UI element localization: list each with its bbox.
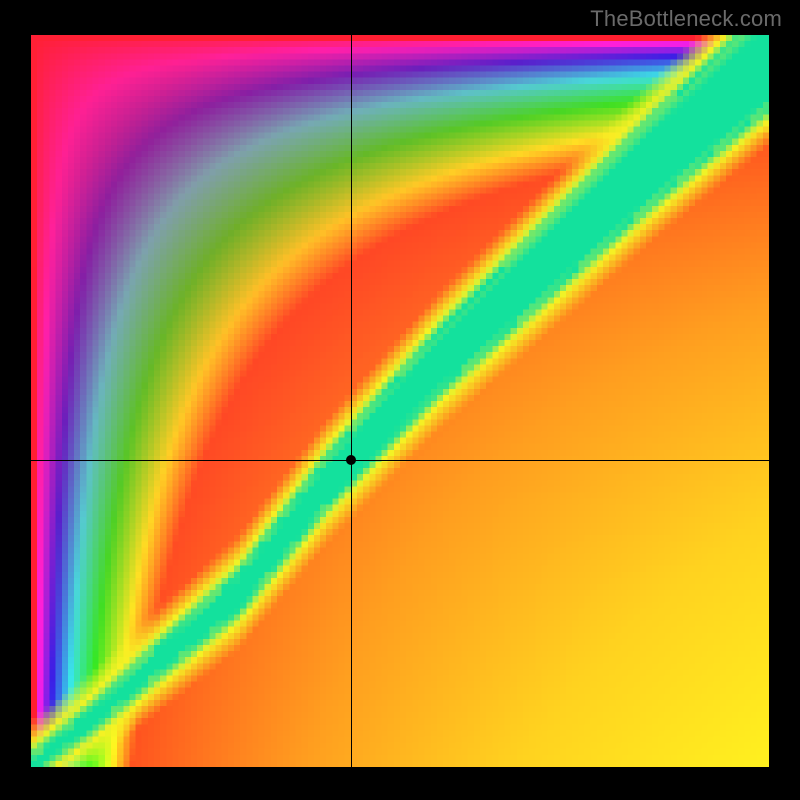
attribution-text: TheBottleneck.com	[590, 6, 782, 32]
bottleneck-heatmap	[31, 35, 769, 767]
selected-config-marker	[346, 455, 356, 465]
crosshair-horizontal	[31, 460, 769, 461]
heatmap-canvas	[31, 35, 769, 767]
crosshair-vertical	[351, 35, 352, 767]
